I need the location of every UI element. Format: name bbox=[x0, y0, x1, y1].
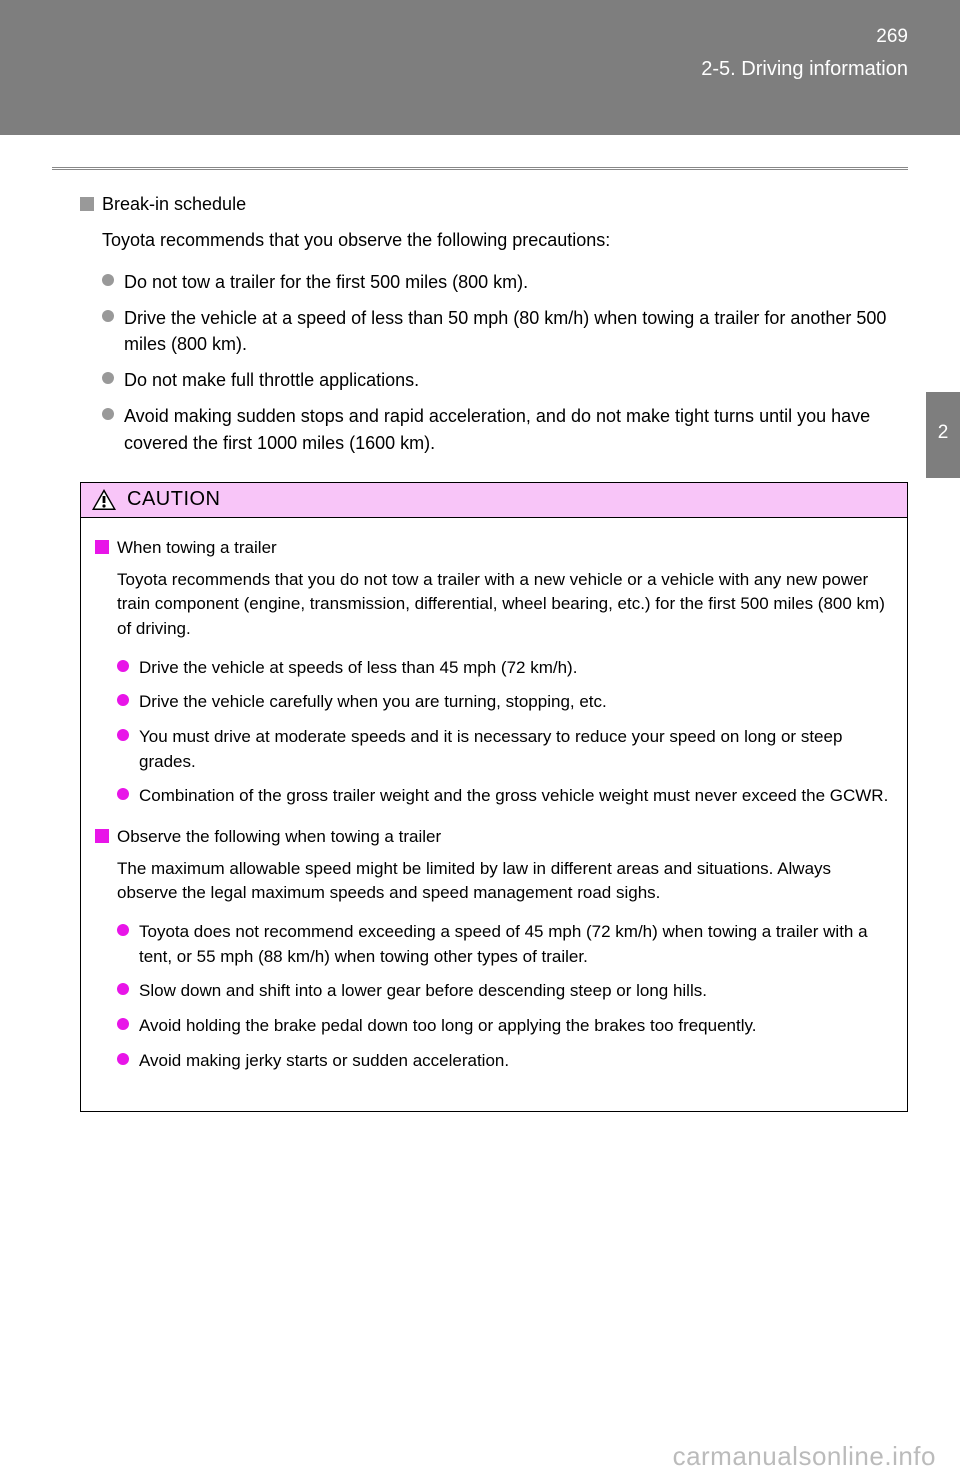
warning-icon bbox=[91, 488, 117, 512]
double-rule bbox=[52, 167, 908, 170]
dot-bullet-icon bbox=[102, 372, 114, 384]
list-item: Drive the vehicle at a speed of less tha… bbox=[102, 305, 908, 357]
bullet-text: Drive the vehicle carefully when you are… bbox=[139, 690, 889, 715]
square-bullet-icon bbox=[95, 829, 109, 843]
square-bullet-icon bbox=[80, 197, 94, 211]
content-area: Break-in schedule Toyota recommends that… bbox=[0, 135, 960, 1112]
list-item: Avoid making sudden stops and rapid acce… bbox=[102, 403, 908, 455]
bullet-text: Avoid holding the brake pedal down too l… bbox=[139, 1014, 889, 1039]
caution-intro: Toyota recommends that you do not tow a … bbox=[117, 568, 889, 642]
dot-bullet-icon bbox=[117, 1018, 129, 1030]
dot-bullet-icon bbox=[117, 1053, 129, 1065]
bullet-list: Do not tow a trailer for the first 500 m… bbox=[102, 269, 908, 456]
list-item: You must drive at moderate speeds and it… bbox=[117, 725, 889, 774]
dot-bullet-icon bbox=[117, 729, 129, 741]
bullet-text: Do not tow a trailer for the first 500 m… bbox=[124, 269, 908, 295]
caution-intro: The maximum allowable speed might be lim… bbox=[117, 857, 889, 906]
caution-body: When towing a trailer Toyota recommends … bbox=[81, 518, 907, 1112]
caution-heading: Observe the following when towing a trai… bbox=[95, 827, 889, 847]
header-band: 269 2-5. Driving information bbox=[0, 0, 960, 135]
list-item: Do not tow a trailer for the first 500 m… bbox=[102, 269, 908, 295]
caution-bullet-list: Drive the vehicle at speeds of less than… bbox=[117, 656, 889, 809]
list-item: Avoid holding the brake pedal down too l… bbox=[117, 1014, 889, 1039]
side-tab-number: 2 bbox=[938, 422, 949, 444]
watermark: carmanualsonline.info bbox=[673, 1441, 936, 1472]
list-item: Toyota does not recommend exceeding a sp… bbox=[117, 920, 889, 969]
caution-heading-text: Observe the following when towing a trai… bbox=[117, 827, 441, 847]
section-heading: Break-in schedule bbox=[80, 194, 908, 215]
caution-section-a: When towing a trailer Toyota recommends … bbox=[95, 538, 889, 809]
bullet-text: You must drive at moderate speeds and it… bbox=[139, 725, 889, 774]
side-tab: 2 bbox=[926, 392, 960, 478]
caution-box: CAUTION When towing a trailer Toyota rec… bbox=[80, 482, 908, 1113]
section-heading-text: Break-in schedule bbox=[102, 194, 246, 215]
section-intro: Toyota recommends that you observe the f… bbox=[102, 227, 908, 253]
dot-bullet-icon bbox=[117, 983, 129, 995]
dot-bullet-icon bbox=[102, 408, 114, 420]
bullet-text: Slow down and shift into a lower gear be… bbox=[139, 979, 889, 1004]
caution-header: CAUTION bbox=[81, 483, 907, 518]
caution-heading: When towing a trailer bbox=[95, 538, 889, 558]
section-break-in: Break-in schedule Toyota recommends that… bbox=[80, 194, 908, 456]
bullet-text: Do not make full throttle applications. bbox=[124, 367, 908, 393]
dot-bullet-icon bbox=[117, 694, 129, 706]
caution-label: CAUTION bbox=[127, 488, 221, 511]
dot-bullet-icon bbox=[117, 924, 129, 936]
caution-bullet-list: Toyota does not recommend exceeding a sp… bbox=[117, 920, 889, 1073]
bullet-text: Combination of the gross trailer weight … bbox=[139, 784, 889, 809]
list-item: Do not make full throttle applications. bbox=[102, 367, 908, 393]
bullet-text: Toyota does not recommend exceeding a sp… bbox=[139, 920, 889, 969]
section-title: 2-5. Driving information bbox=[701, 58, 908, 81]
list-item: Avoid making jerky starts or sudden acce… bbox=[117, 1049, 889, 1074]
list-item: Drive the vehicle at speeds of less than… bbox=[117, 656, 889, 681]
bullet-text: Avoid making sudden stops and rapid acce… bbox=[124, 403, 908, 455]
list-item: Slow down and shift into a lower gear be… bbox=[117, 979, 889, 1004]
page-number: 269 bbox=[876, 26, 908, 48]
caution-heading-text: When towing a trailer bbox=[117, 538, 277, 558]
bullet-text: Drive the vehicle at a speed of less tha… bbox=[124, 305, 908, 357]
dot-bullet-icon bbox=[117, 788, 129, 800]
dot-bullet-icon bbox=[117, 660, 129, 672]
dot-bullet-icon bbox=[102, 310, 114, 322]
list-item: Drive the vehicle carefully when you are… bbox=[117, 690, 889, 715]
square-bullet-icon bbox=[95, 540, 109, 554]
dot-bullet-icon bbox=[102, 274, 114, 286]
caution-section-b: Observe the following when towing a trai… bbox=[95, 827, 889, 1073]
bullet-text: Drive the vehicle at speeds of less than… bbox=[139, 656, 889, 681]
bullet-text: Avoid making jerky starts or sudden acce… bbox=[139, 1049, 889, 1074]
list-item: Combination of the gross trailer weight … bbox=[117, 784, 889, 809]
